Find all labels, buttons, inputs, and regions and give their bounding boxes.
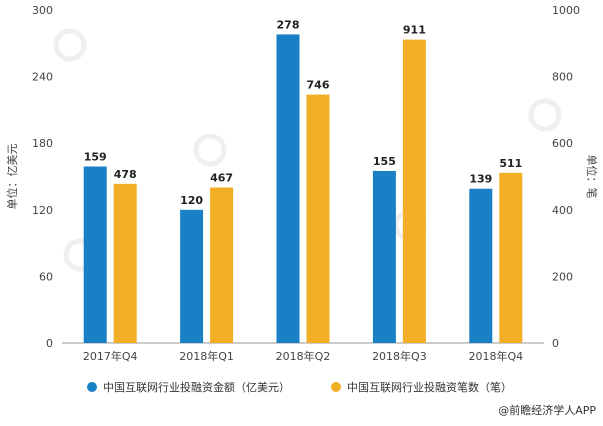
y-right-tick-label: 1000	[552, 4, 580, 17]
data-label-amount: 120	[180, 194, 203, 207]
y-left-tick-label: 60	[39, 270, 53, 283]
data-label-count: 467	[210, 171, 233, 184]
y-right-axis-title: 单位：笔	[585, 155, 599, 199]
x-tick-label: 2018年Q4	[468, 349, 523, 363]
x-tick-label: 2017年Q4	[83, 349, 138, 363]
data-label-amount: 278	[277, 18, 300, 31]
bar-count	[402, 39, 426, 344]
data-label-count: 911	[403, 24, 426, 37]
bar-amount	[372, 170, 396, 343]
bar-amount	[83, 166, 107, 343]
legend-label: 中国互联网行业投融资笔数（笔）	[347, 380, 512, 394]
y-left-tick-label: 240	[32, 71, 53, 84]
bar-amount	[469, 188, 493, 343]
y-left-tick-label: 120	[32, 204, 53, 217]
x-tick-label: 2018年Q1	[179, 349, 234, 363]
y-right-tick-label: 200	[552, 270, 573, 283]
data-label-amount: 155	[373, 155, 396, 168]
y-right-tick-label: 800	[552, 71, 573, 84]
data-label-count: 746	[307, 79, 330, 92]
data-label-count: 511	[499, 157, 522, 170]
y-left-axis-title: 单位：亿美元	[5, 144, 19, 210]
y-left-tick-label: 300	[32, 4, 53, 17]
legend-marker	[331, 382, 341, 392]
bar-count	[306, 94, 330, 343]
y-right-tick-label: 400	[552, 204, 573, 217]
legend-label: 中国互联网行业投融资金额（亿美元）	[103, 380, 290, 394]
x-tick-label: 2018年Q3	[372, 349, 427, 363]
data-label-count: 478	[114, 168, 137, 181]
y-right-tick-label: 600	[552, 137, 573, 150]
x-tick-label: 2018年Q2	[276, 349, 331, 363]
bar-count	[113, 183, 137, 343]
y-left-tick-label: 0	[46, 337, 53, 350]
bar-count	[210, 187, 234, 343]
bar-count	[499, 172, 523, 343]
y-right-tick-label: 0	[552, 337, 559, 350]
data-label-amount: 139	[469, 173, 492, 186]
bar-amount	[276, 34, 300, 344]
data-label-amount: 159	[84, 151, 107, 164]
bar-amount	[180, 209, 204, 343]
source-credit: @前瞻经济学人APP	[498, 403, 596, 417]
y-left-tick-label: 180	[32, 137, 53, 150]
legend-marker	[87, 382, 97, 392]
